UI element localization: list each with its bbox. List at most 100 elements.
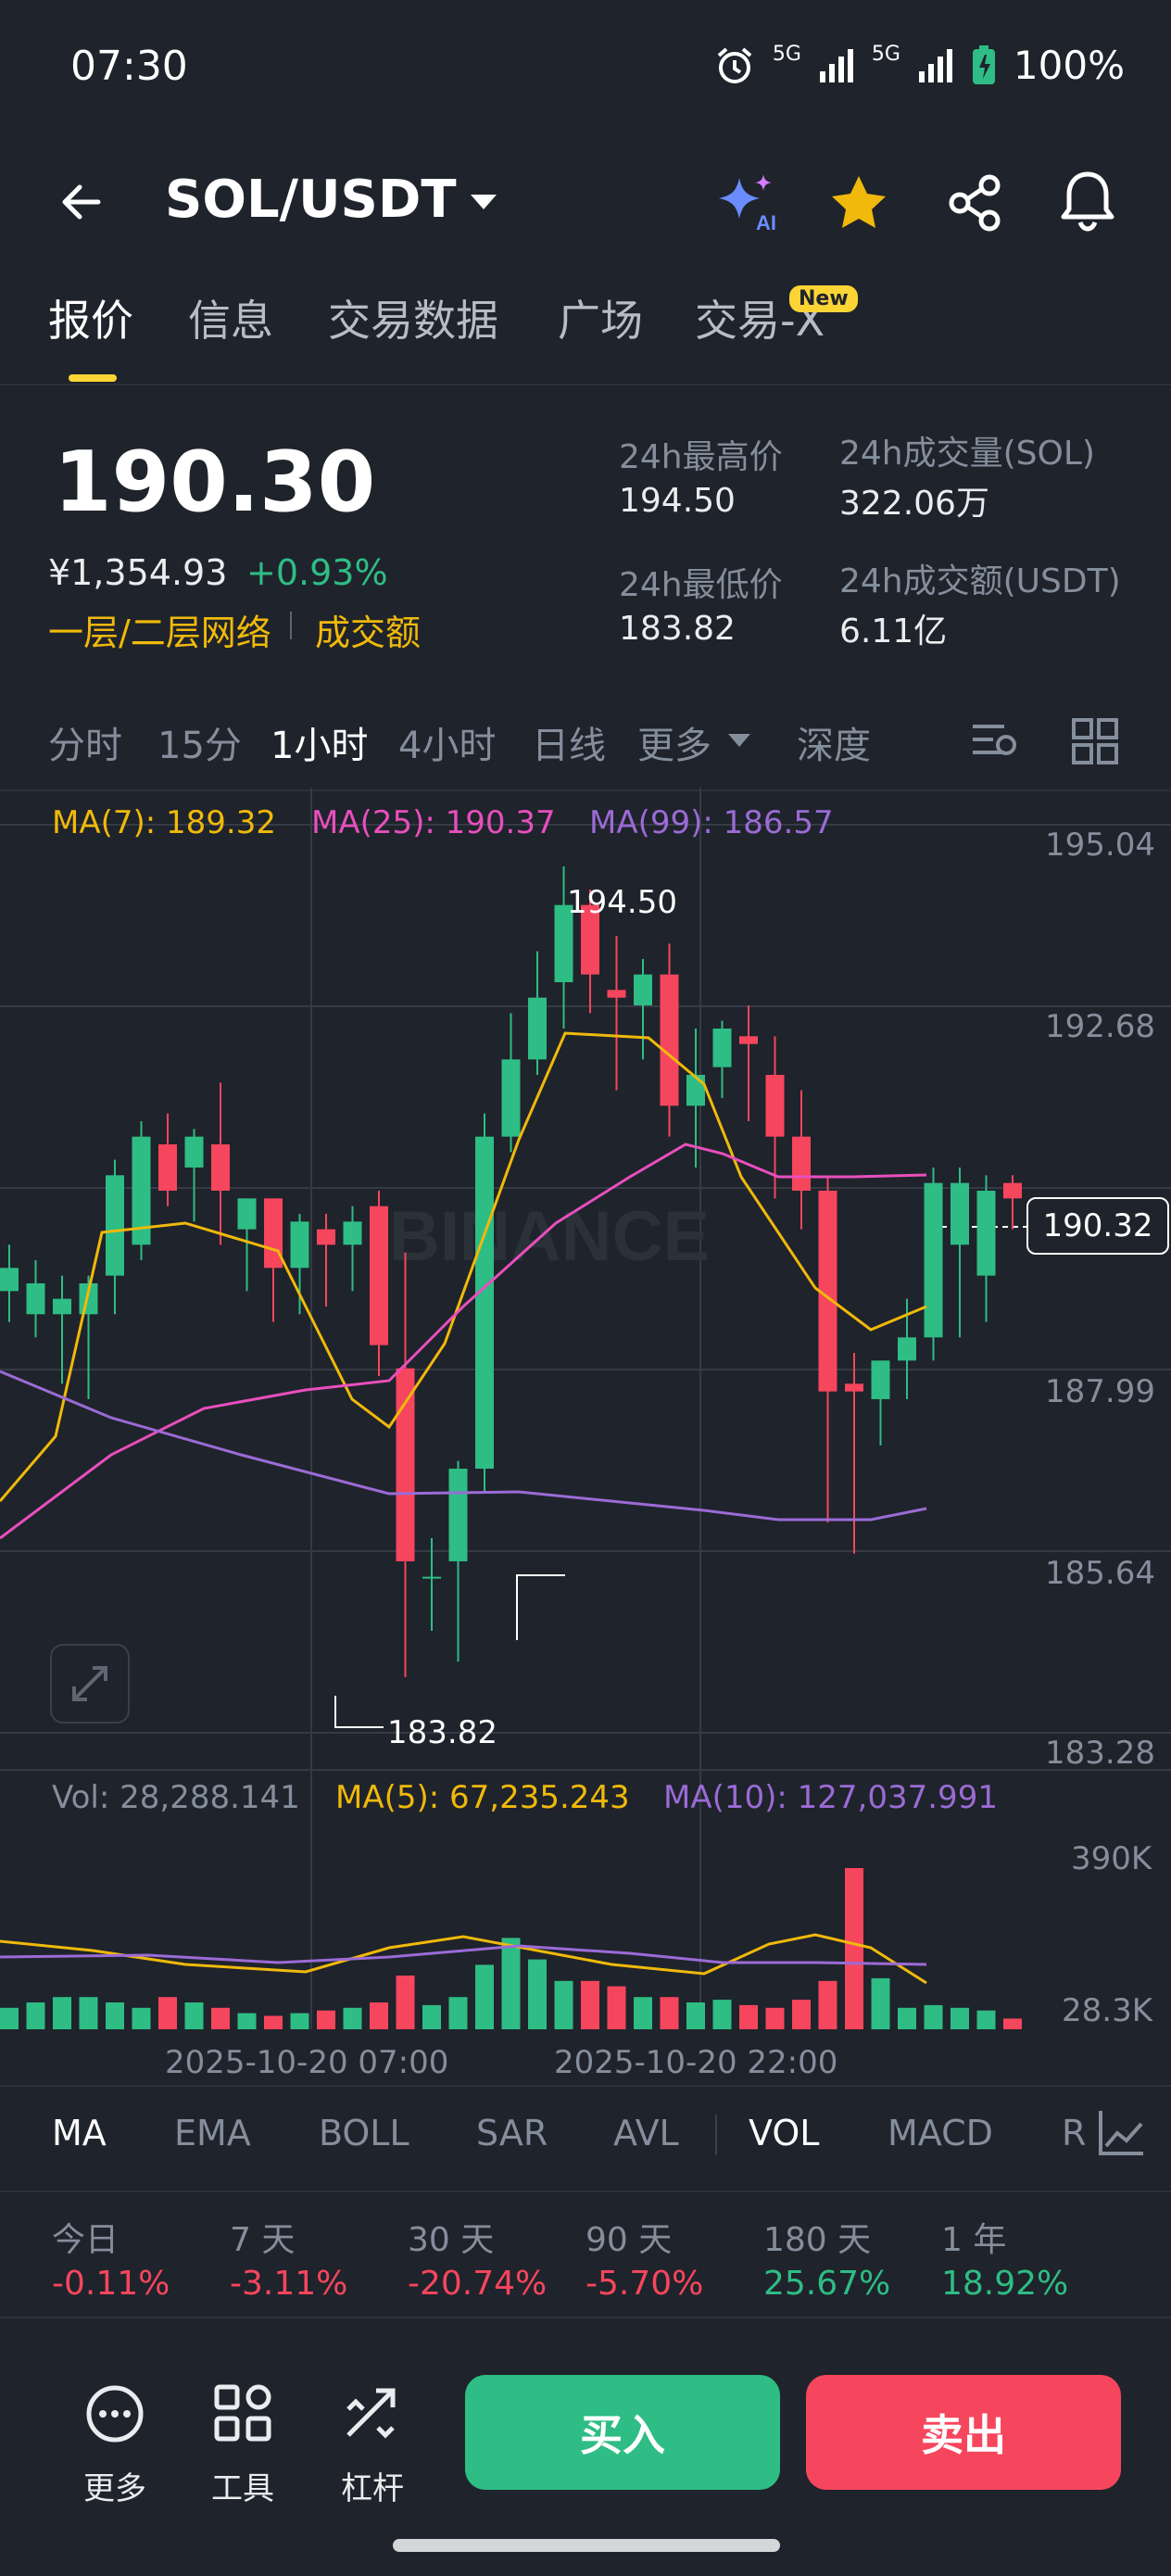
indicator-avl[interactable]: AVL bbox=[613, 2113, 679, 2153]
perf-label-30d: 30 天 bbox=[408, 2221, 495, 2259]
chart-settings-icon[interactable] bbox=[969, 717, 1019, 764]
tab-info[interactable]: 信息 bbox=[188, 296, 273, 346]
candle-body bbox=[686, 1074, 705, 1106]
indicator-vol[interactable]: VOL bbox=[749, 2113, 820, 2153]
y-label-5: 183.28 bbox=[1045, 1735, 1155, 1772]
volume-bar bbox=[818, 1980, 837, 2029]
high-label: 24h最高价 bbox=[619, 438, 783, 476]
indicator-r[interactable]: R bbox=[1062, 2113, 1087, 2153]
sell-button[interactable]: 卖出 bbox=[806, 2375, 1121, 2490]
star-favorite-icon[interactable] bbox=[828, 172, 889, 232]
volume-bar bbox=[132, 2007, 151, 2029]
more-label[interactable]: 更多 bbox=[83, 2470, 146, 2507]
perf-value-30d: -20.74% bbox=[408, 2265, 548, 2303]
indicator-boll[interactable]: BOLL bbox=[319, 2113, 409, 2153]
leverage-label[interactable]: 杠杆 bbox=[341, 2470, 404, 2507]
vol-ma5-line bbox=[0, 1933, 927, 1985]
candle-body bbox=[739, 1036, 758, 1044]
interval-15m[interactable]: 15分 bbox=[157, 725, 242, 767]
vol-usdt-value: 6.11亿 bbox=[839, 612, 948, 650]
svg-text:AI: AI bbox=[756, 211, 776, 234]
interval-more[interactable]: 更多 bbox=[637, 725, 711, 767]
candle-body bbox=[53, 1298, 71, 1315]
interval-4h[interactable]: 4小时 bbox=[398, 725, 497, 767]
pair-title[interactable]: SOL/USDT bbox=[165, 170, 457, 230]
interval-time[interactable]: 分时 bbox=[48, 725, 122, 767]
candle-body bbox=[818, 1190, 837, 1392]
candle-body bbox=[607, 990, 626, 998]
indicator-sar[interactable]: SAR bbox=[476, 2113, 548, 2153]
indicator-ema[interactable]: EMA bbox=[174, 2113, 251, 2153]
tab-trading-data[interactable]: 交易数据 bbox=[328, 296, 498, 346]
volume-bar bbox=[951, 2007, 969, 2029]
tools-label[interactable]: 工具 bbox=[211, 2470, 274, 2507]
active-tab-indicator bbox=[69, 374, 117, 382]
signal-2-icon: 5G bbox=[871, 43, 900, 66]
candlestick-chart[interactable]: BINANCE bbox=[0, 788, 1171, 2085]
volume-bar bbox=[924, 2004, 943, 2029]
new-badge: New bbox=[789, 285, 858, 312]
ma25-line bbox=[0, 1143, 927, 1540]
more-chevron-icon[interactable] bbox=[726, 730, 752, 749]
volume-bar bbox=[739, 2004, 758, 2029]
indicator-ma[interactable]: MA bbox=[52, 2113, 107, 2153]
candle-body bbox=[765, 1074, 785, 1137]
perf-label-180d: 180 天 bbox=[763, 2221, 872, 2259]
ai-sparkle-icon[interactable]: AI bbox=[713, 170, 782, 235]
indicator-settings-icon[interactable] bbox=[1095, 2107, 1147, 2159]
vol-sol-value: 322.06万 bbox=[839, 485, 989, 523]
perf-label-today: 今日 bbox=[52, 2221, 120, 2259]
indicator-macd[interactable]: MACD bbox=[888, 2113, 993, 2153]
volume-bar bbox=[237, 2013, 257, 2029]
home-indicator[interactable] bbox=[393, 2539, 780, 2552]
volume-bar bbox=[290, 2013, 309, 2029]
tabs-divider bbox=[0, 384, 1171, 385]
volume-bar bbox=[106, 2002, 124, 2029]
bell-icon[interactable] bbox=[1058, 169, 1117, 234]
grid-layout-icon[interactable] bbox=[1071, 717, 1119, 765]
interval-1d[interactable]: 日线 bbox=[532, 725, 606, 767]
back-arrow-icon[interactable] bbox=[54, 174, 109, 230]
low-value: 183.82 bbox=[619, 610, 736, 648]
ma25-legend: MA(25): 190.37 bbox=[311, 804, 556, 841]
perf-label-90d: 90 天 bbox=[586, 2221, 673, 2259]
chart-top-divider bbox=[0, 789, 1171, 791]
interval-depth[interactable]: 深度 bbox=[797, 725, 871, 767]
candle-body bbox=[475, 1136, 494, 1469]
indicators-divider bbox=[0, 2191, 1171, 2192]
candle-body bbox=[871, 1360, 890, 1399]
candle-body bbox=[290, 1221, 309, 1269]
share-icon[interactable] bbox=[945, 172, 1006, 234]
turnover-tag[interactable]: 成交额 bbox=[315, 612, 422, 653]
price-change: +0.93% bbox=[246, 552, 388, 593]
current-price-tag: 190.32 bbox=[1026, 1197, 1169, 1255]
tag-divider bbox=[290, 612, 292, 639]
chevron-down-icon[interactable] bbox=[465, 183, 502, 221]
interval-1h[interactable]: 1小时 bbox=[271, 725, 369, 767]
network-tag[interactable]: 一层/二层网络 bbox=[48, 612, 271, 653]
volume-bar bbox=[26, 2002, 45, 2029]
buy-button[interactable]: 买入 bbox=[465, 2375, 780, 2490]
volume-bar bbox=[317, 2010, 335, 2029]
candle-body bbox=[184, 1136, 204, 1168]
more-dots-icon[interactable] bbox=[78, 2381, 152, 2446]
perf-value-today: -0.11% bbox=[52, 2265, 170, 2303]
candle-body bbox=[396, 1368, 415, 1561]
cny-price: ¥1,354.93 bbox=[48, 552, 228, 593]
candle-body bbox=[634, 974, 652, 1005]
candle-body bbox=[976, 1190, 996, 1276]
candle-body bbox=[158, 1143, 177, 1191]
high-value: 194.50 bbox=[619, 482, 736, 520]
ma7-legend: MA(7): 189.32 bbox=[52, 804, 276, 841]
tab-square[interactable]: 广场 bbox=[558, 296, 643, 346]
tab-quote[interactable]: 报价 bbox=[48, 296, 133, 346]
volume-bar bbox=[1003, 2018, 1022, 2029]
expand-button[interactable] bbox=[50, 1644, 130, 1724]
vol-axis-bottom: 28.3K bbox=[1062, 1992, 1152, 2029]
volume-bar bbox=[370, 2002, 388, 2029]
leverage-icon[interactable] bbox=[335, 2381, 409, 2446]
volume-bar bbox=[343, 2007, 362, 2029]
perf-value-7d: -3.11% bbox=[230, 2265, 348, 2303]
low-connector bbox=[334, 1696, 384, 1728]
tools-grid-icon[interactable] bbox=[206, 2381, 280, 2446]
